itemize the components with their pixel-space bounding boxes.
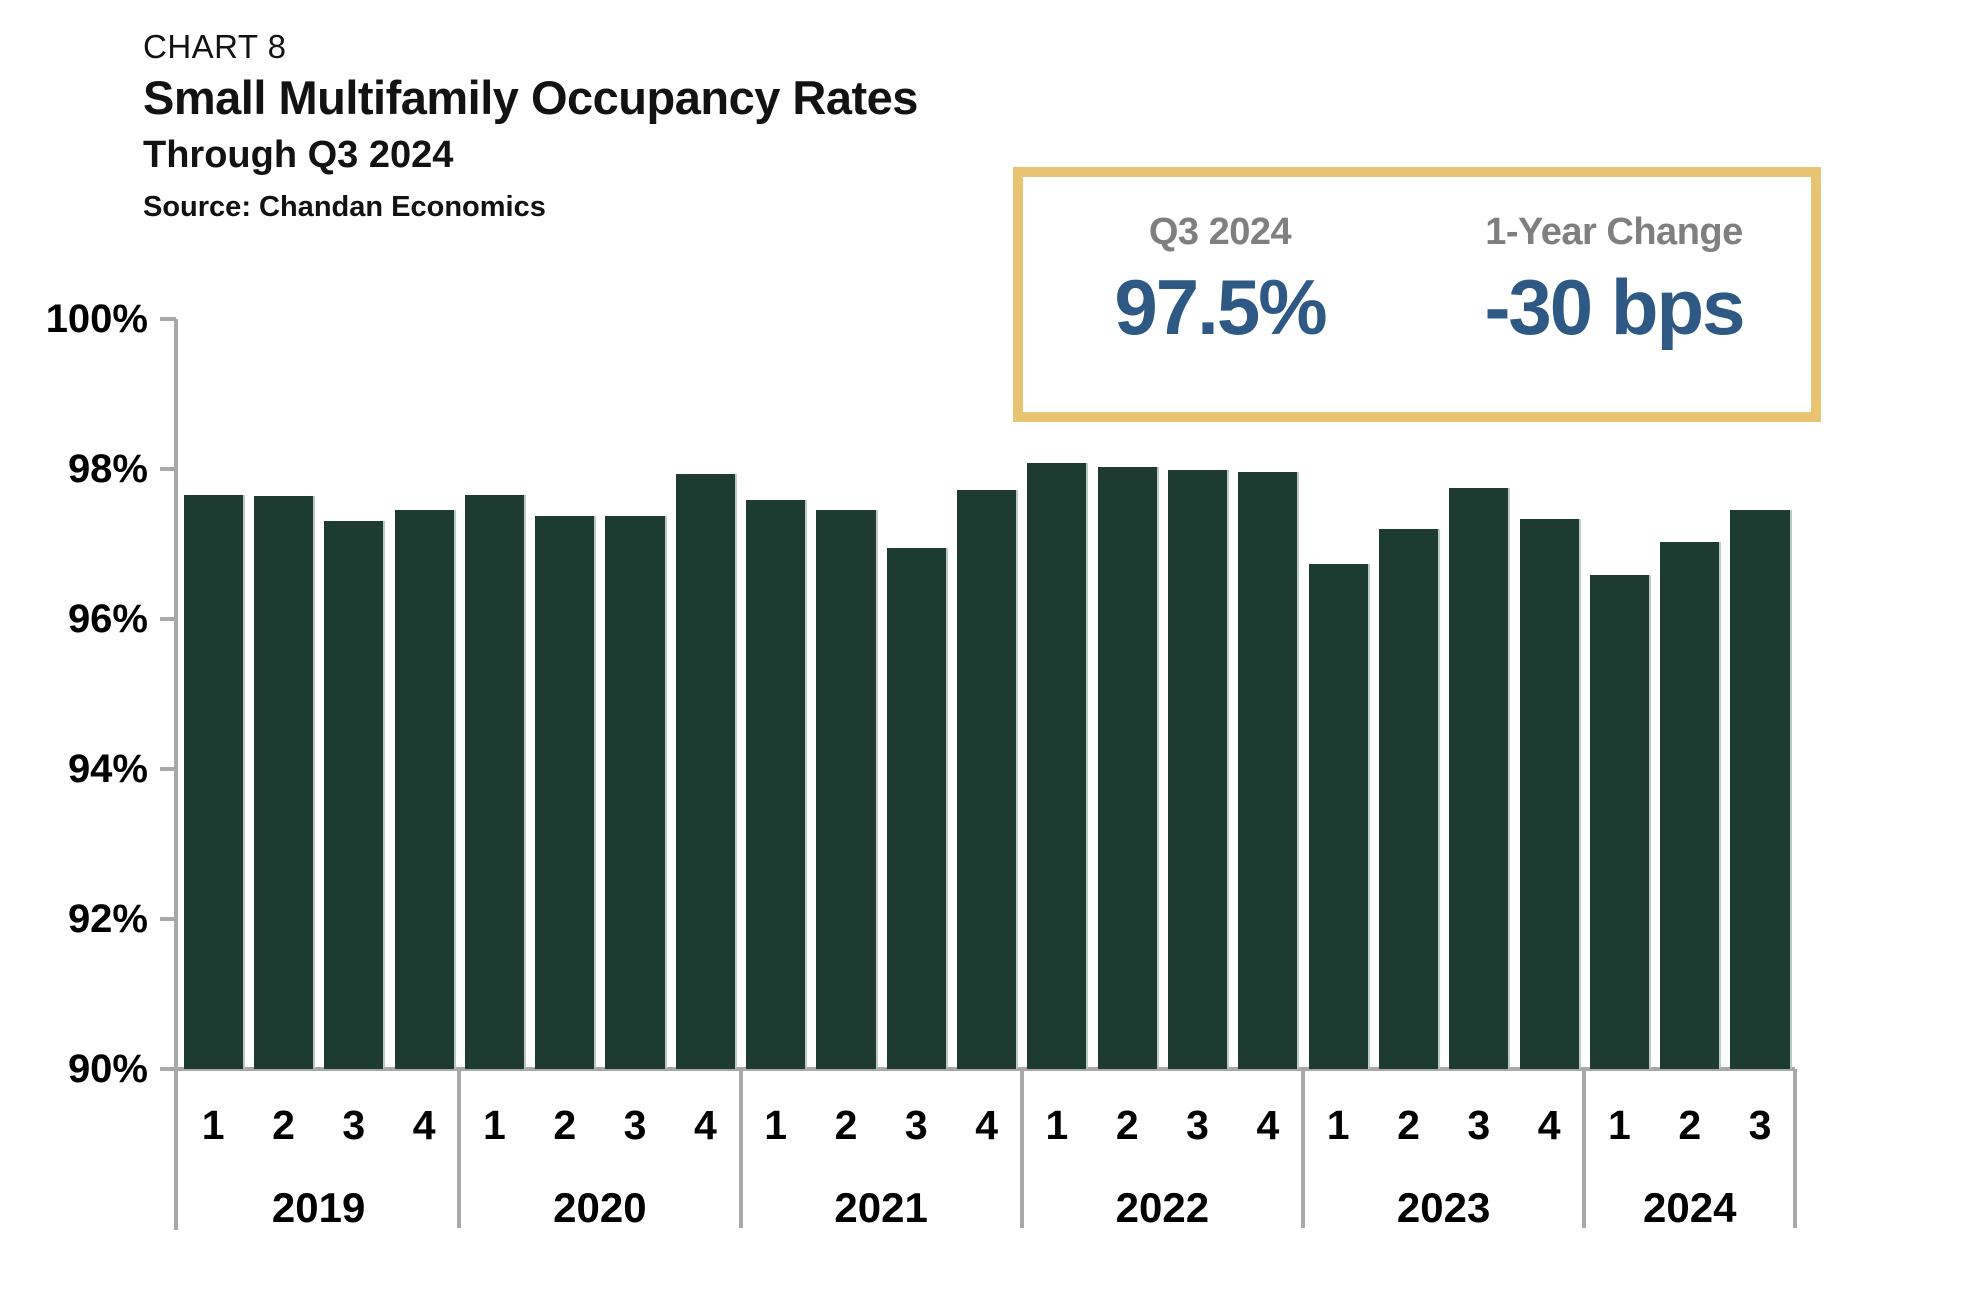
bar bbox=[886, 547, 946, 1069]
chart-subtitle: Through Q3 2024 bbox=[143, 134, 454, 176]
x-axis-quarter-label: 2 bbox=[1115, 1102, 1139, 1148]
bar bbox=[1308, 564, 1368, 1069]
callout-current-value: 97.5% bbox=[1114, 263, 1327, 351]
x-axis-quarter-label: 3 bbox=[904, 1102, 928, 1148]
bar bbox=[1730, 509, 1790, 1069]
x-axis-quarter-label: 3 bbox=[342, 1102, 366, 1148]
x-axis-year-label: 2023 bbox=[1396, 1184, 1491, 1231]
chart-number: CHART 8 bbox=[143, 28, 287, 65]
y-axis-tick-mark bbox=[160, 467, 176, 471]
bar bbox=[394, 510, 454, 1069]
bar bbox=[675, 474, 735, 1069]
page-title: Small Multifamily Occupancy Rates bbox=[143, 71, 918, 124]
bar bbox=[535, 516, 595, 1069]
bar bbox=[1097, 466, 1157, 1069]
y-axis-tick-mark bbox=[160, 917, 176, 921]
x-axis-quarter-label: 3 bbox=[1186, 1102, 1209, 1148]
bar bbox=[253, 496, 313, 1069]
x-axis-quarter-label: 1 bbox=[201, 1102, 225, 1148]
year-group-separator bbox=[1793, 1069, 1798, 1228]
callout-change: 1-Year Change -30 bps bbox=[1417, 177, 1811, 412]
chart-source: Source: Chandan Economics bbox=[143, 191, 546, 223]
year-group-separator bbox=[457, 1069, 462, 1228]
bar bbox=[1378, 529, 1438, 1069]
x-axis-quarter-label: 3 bbox=[1467, 1102, 1491, 1148]
callout-current-label: Q3 2024 bbox=[1148, 211, 1292, 253]
x-axis-quarter-label: 4 bbox=[412, 1102, 436, 1148]
x-axis-year-label: 2019 bbox=[271, 1184, 366, 1231]
x-axis-baseline bbox=[174, 1067, 1795, 1071]
year-group-separator bbox=[1301, 1069, 1305, 1228]
x-axis-quarter-label: 4 bbox=[1537, 1102, 1561, 1148]
year-group-separator bbox=[1582, 1069, 1587, 1228]
bar bbox=[1589, 574, 1649, 1069]
x-axis-quarter-label: 2 bbox=[272, 1102, 295, 1148]
callout-change-value: -30 bps bbox=[1484, 263, 1745, 351]
x-axis-quarter-label: 4 bbox=[1256, 1102, 1280, 1148]
bar bbox=[605, 516, 665, 1069]
bar bbox=[1449, 487, 1509, 1069]
bar bbox=[1660, 541, 1720, 1069]
y-axis-tick-label: 100% bbox=[45, 297, 148, 341]
y-axis-tick-mark bbox=[160, 1067, 176, 1071]
year-group-separator bbox=[1019, 1069, 1024, 1228]
x-axis-quarter-label: 2 bbox=[834, 1102, 858, 1148]
x-axis-year-label: 2022 bbox=[1115, 1184, 1210, 1231]
callout-current-quarter: Q3 2024 97.5% bbox=[1023, 177, 1417, 412]
year-group-separator bbox=[738, 1069, 743, 1228]
bar bbox=[1238, 472, 1298, 1069]
y-axis-tick-mark bbox=[160, 767, 176, 771]
x-axis-quarter-label: 1 bbox=[1326, 1102, 1350, 1148]
y-axis-tick-label: 92% bbox=[67, 897, 148, 941]
bar bbox=[183, 495, 243, 1069]
x-axis-year-label: 2024 bbox=[1643, 1184, 1737, 1231]
x-axis-quarter-label: 1 bbox=[483, 1102, 506, 1148]
x-axis-quarter-label: 1 bbox=[1608, 1102, 1631, 1148]
y-axis-tick-mark bbox=[160, 617, 176, 621]
bar bbox=[1519, 518, 1579, 1069]
bar bbox=[816, 510, 876, 1069]
bar bbox=[957, 490, 1017, 1069]
bar bbox=[324, 520, 384, 1069]
summary-callout: Q3 2024 97.5% 1-Year Change -30 bps bbox=[1013, 167, 1821, 422]
bar bbox=[1027, 463, 1087, 1069]
x-axis-quarter-label: 4 bbox=[975, 1102, 998, 1148]
y-axis-tick-mark bbox=[160, 317, 176, 321]
x-axis-quarter-label: 3 bbox=[1748, 1102, 1772, 1148]
y-axis-tick-label: 96% bbox=[67, 597, 148, 641]
y-axis-tick-label: 98% bbox=[67, 447, 148, 491]
y-axis-tick-label: 94% bbox=[67, 747, 148, 791]
x-axis-quarter-label: 2 bbox=[1397, 1102, 1420, 1148]
x-axis-quarter-label: 2 bbox=[553, 1102, 577, 1148]
x-axis-quarter-label: 1 bbox=[1045, 1102, 1069, 1148]
callout-change-label: 1-Year Change bbox=[1485, 211, 1743, 253]
plot-area bbox=[178, 319, 1795, 1069]
x-axis-quarter-label: 4 bbox=[693, 1102, 717, 1148]
x-axis-quarter-label: 2 bbox=[1678, 1102, 1702, 1148]
bar bbox=[464, 494, 524, 1069]
x-axis-year-label: 2020 bbox=[553, 1184, 647, 1231]
x-axis-quarter-label: 3 bbox=[623, 1102, 647, 1148]
x-axis-year-label: 2021 bbox=[834, 1184, 928, 1231]
y-axis-tick-label: 90% bbox=[67, 1047, 148, 1091]
bar bbox=[746, 499, 806, 1069]
y-axis-line bbox=[174, 319, 178, 1230]
x-axis-quarter-label: 1 bbox=[764, 1102, 788, 1148]
bar bbox=[1167, 469, 1228, 1069]
